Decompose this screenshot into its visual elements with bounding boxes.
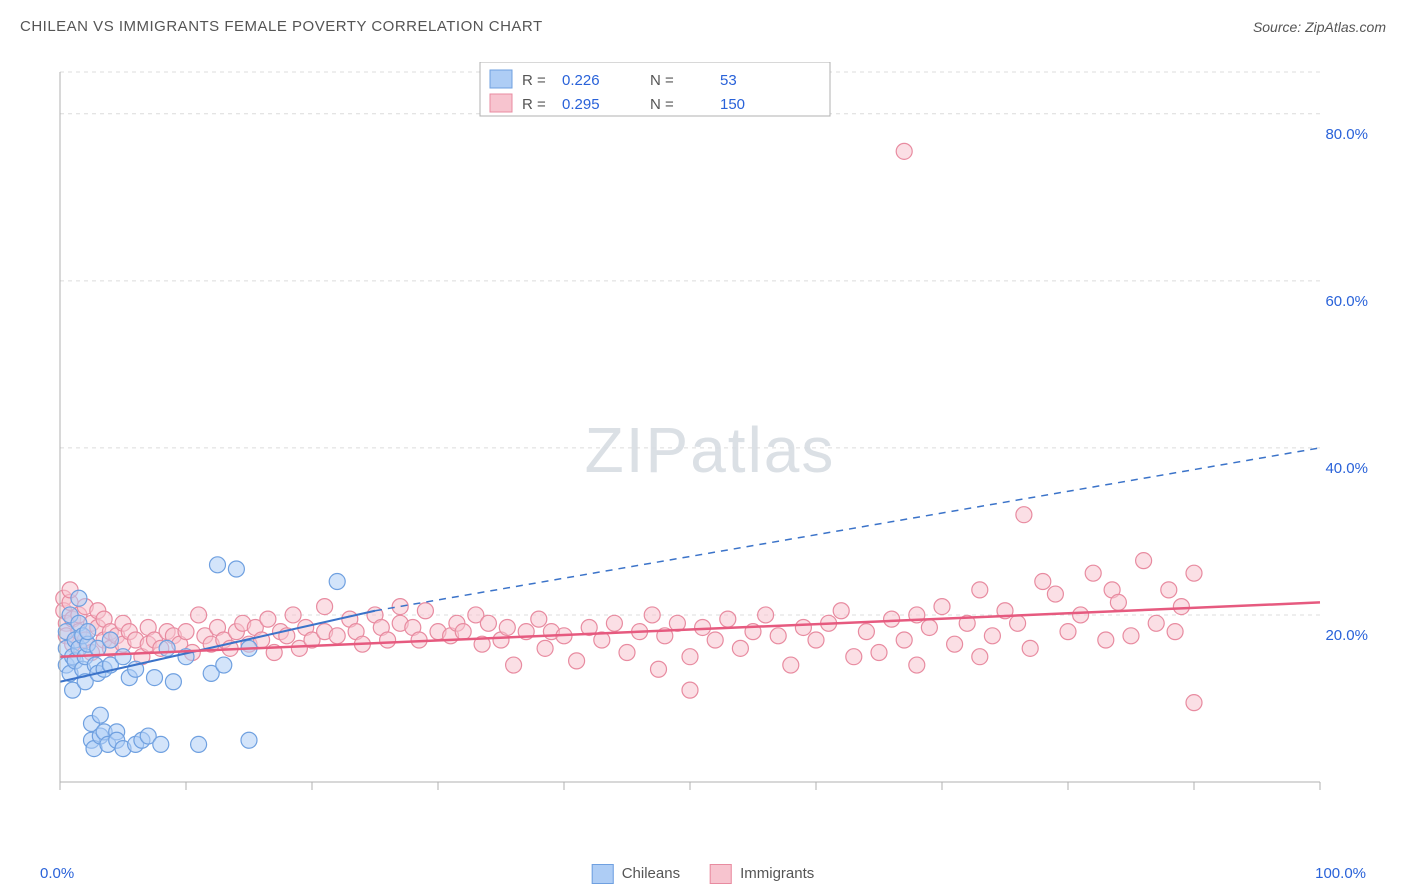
legend-swatch-icon	[710, 864, 732, 884]
svg-text:N =: N =	[650, 72, 674, 89]
svg-text:40.0%: 40.0%	[1325, 460, 1368, 477]
watermark: ZIPatlas	[585, 414, 836, 486]
svg-text:0.295: 0.295	[562, 96, 600, 113]
source-label: Source: ZipAtlas.com	[1253, 19, 1386, 35]
legend-swatch-icon	[592, 864, 614, 884]
correlation-scatter-chart: ZIPatlas 20.0%40.0%60.0%80.0% Female Pov…	[50, 62, 1370, 822]
svg-text:R =: R =	[522, 72, 546, 89]
svg-text:80.0%: 80.0%	[1325, 126, 1368, 143]
x-max-label: 100.0%	[1315, 865, 1366, 882]
gridlines	[60, 72, 1320, 615]
legend-series-label: Immigrants	[740, 865, 814, 882]
x-min-label: 0.0%	[40, 865, 74, 882]
stats-legend: R = 0.226 N = 53 R = 0.295 N = 150	[480, 62, 830, 116]
svg-text:60.0%: 60.0%	[1325, 293, 1368, 310]
svg-text:150: 150	[720, 96, 745, 113]
chart-header: CHILEAN VS IMMIGRANTS FEMALE POVERTY COR…	[20, 18, 1386, 35]
y-tick-labels: 20.0% 40.0% 60.0% 80.0%	[1325, 126, 1368, 644]
svg-text:R =: R =	[522, 96, 546, 113]
svg-text:20.0%: 20.0%	[1325, 627, 1368, 644]
svg-text:53: 53	[720, 72, 737, 89]
series-legend: Chileans Immigrants	[592, 864, 815, 884]
svg-text:N =: N =	[650, 96, 674, 113]
scatter-series-chileans	[58, 557, 345, 757]
legend-item: Chileans	[592, 864, 680, 884]
svg-text:0.226: 0.226	[562, 72, 600, 89]
x-tick-marks	[60, 782, 1320, 790]
legend-item: Immigrants	[710, 864, 814, 884]
chart-title: CHILEAN VS IMMIGRANTS FEMALE POVERTY COR…	[20, 18, 543, 35]
footer-legend-bar: 0.0% Chileans Immigrants 100.0%	[0, 865, 1406, 882]
legend-series-label: Chileans	[622, 865, 680, 882]
